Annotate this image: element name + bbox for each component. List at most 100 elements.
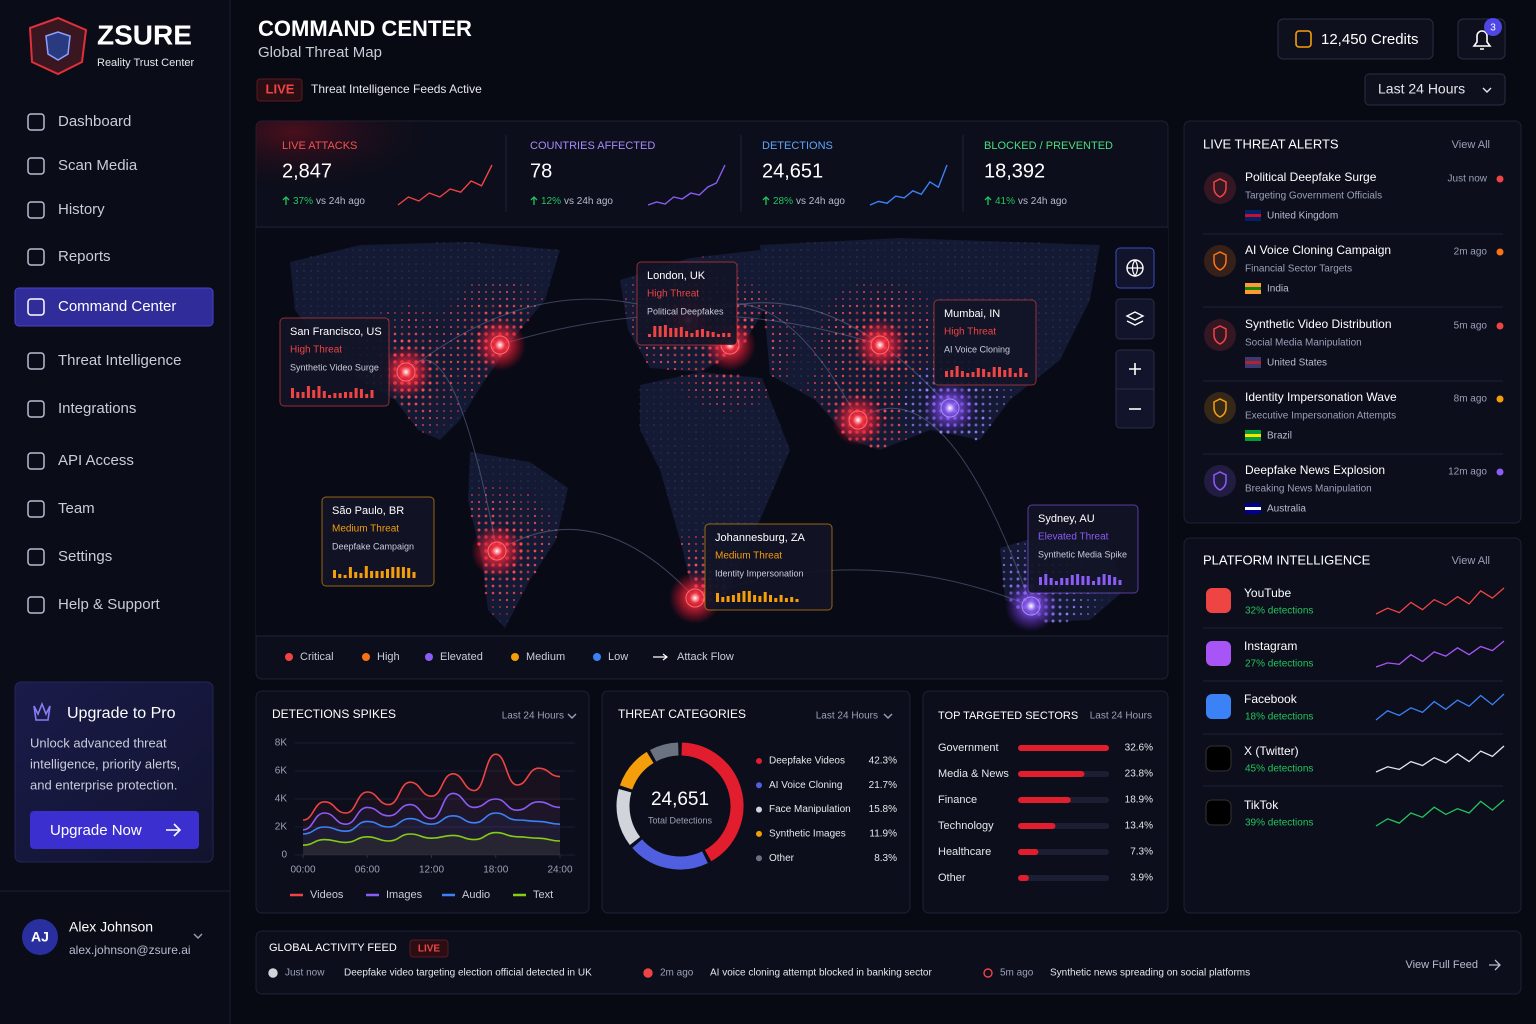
popup-desc: Synthetic Video Surge: [290, 362, 379, 372]
map-dot: [695, 459, 697, 461]
map-dot: [520, 487, 522, 489]
map-dot: [737, 515, 739, 517]
credits-label[interactable]: 12,450 Credits: [1321, 31, 1419, 48]
popup-desc: Identity Impersonation: [715, 568, 804, 578]
map-dot: [1072, 598, 1076, 602]
map-dot: [1073, 319, 1075, 321]
map-dot: [303, 291, 305, 293]
map-dot: [519, 528, 523, 532]
nav-item[interactable]: Threat Intelligence: [58, 352, 181, 369]
map-dot: [695, 487, 697, 489]
map-dot: [463, 304, 467, 308]
range-label[interactable]: Last 24 Hours: [816, 711, 878, 722]
map-dot: [750, 318, 754, 322]
upgrade-button-label[interactable]: Upgrade Now: [50, 822, 142, 839]
map-dot: [1045, 347, 1047, 349]
map-dot: [435, 325, 439, 329]
map-dot: [471, 473, 473, 475]
range-select[interactable]: [1364, 73, 1506, 106]
map-dot: [737, 263, 739, 265]
view-all[interactable]: View All: [1452, 139, 1490, 151]
map-dot: [807, 249, 809, 251]
shield-icon: [1213, 251, 1227, 271]
map-dot: [562, 487, 564, 489]
chevron: [1482, 87, 1492, 93]
alert-time: 5m ago: [1454, 321, 1488, 332]
map-dot: [905, 291, 907, 293]
map-dot: [499, 277, 501, 279]
map-dot: [499, 620, 501, 622]
category-label: Deepfake Videos: [769, 756, 845, 767]
map-dot: [716, 431, 718, 433]
map-dot: [505, 311, 509, 315]
map-dot: [414, 409, 418, 413]
map-dot: [743, 395, 747, 399]
map-dot: [450, 424, 452, 426]
map-dot: [800, 277, 802, 279]
map-dot: [814, 256, 816, 258]
map-dot: [456, 311, 460, 315]
nav-item[interactable]: Team: [58, 500, 95, 517]
map-dot: [793, 312, 795, 314]
map-dot: [751, 466, 753, 468]
view-full[interactable]: View Full Feed: [1405, 959, 1478, 971]
map-dot: [834, 374, 838, 378]
map-dot: [667, 431, 669, 433]
popup-bar: [343, 575, 347, 578]
alert-title: Synthetic Video Distribution: [1245, 317, 1392, 331]
map-dot: [709, 487, 711, 489]
map-dot: [484, 374, 488, 378]
view-all[interactable]: View All: [1452, 555, 1490, 567]
map-dot: [317, 305, 319, 307]
map-dot: [702, 501, 704, 503]
map-dot: [785, 339, 789, 343]
map-dot: [324, 270, 326, 272]
map-dot: [428, 423, 432, 427]
map-dot: [933, 277, 935, 279]
map-control[interactable]: [1115, 298, 1155, 340]
upgrade-button[interactable]: [30, 811, 199, 849]
range-label[interactable]: Last 24 Hours: [502, 711, 564, 722]
map-dot: [828, 270, 830, 272]
credits-button[interactable]: [1277, 18, 1434, 60]
map-dot: [415, 256, 417, 258]
map-dot: [562, 501, 564, 503]
nav-item[interactable]: Settings: [58, 548, 112, 565]
nav-item[interactable]: Reports: [58, 248, 111, 265]
nav-item[interactable]: History: [58, 201, 105, 218]
map-dot: [681, 410, 683, 412]
map-dot: [743, 290, 747, 294]
map-dot: [688, 466, 690, 468]
map-dot: [982, 284, 984, 286]
map-dot: [674, 438, 676, 440]
nav-item[interactable]: Integrations: [58, 400, 136, 417]
map-dot: [436, 305, 438, 307]
map-dot: [548, 487, 550, 489]
nav-item[interactable]: Scan Media: [58, 157, 138, 174]
range-label[interactable]: Last 24 Hours: [1378, 81, 1465, 97]
map-dot: [1003, 277, 1005, 279]
map-dot: [639, 417, 641, 419]
map-dot: [422, 431, 424, 433]
map-dot: [778, 318, 782, 322]
map-dot: [834, 325, 838, 329]
nav-item[interactable]: API Access: [58, 452, 134, 469]
popup-bar: [774, 598, 778, 602]
map-dot: [1045, 284, 1047, 286]
alert-title: Political Deepfake Surge: [1245, 170, 1377, 184]
popup-bar: [338, 574, 342, 578]
map-dot: [996, 298, 998, 300]
popup-bar: [1081, 576, 1085, 585]
map-dot: [1023, 563, 1027, 567]
map-dot: [646, 410, 648, 412]
map-dot: [772, 431, 774, 433]
popup-bar: [1060, 578, 1064, 585]
nav-item[interactable]: Help & Support: [58, 596, 161, 613]
nav-item[interactable]: Command Center: [58, 298, 176, 315]
sector-value: 13.4%: [1125, 821, 1153, 832]
nav-item[interactable]: Dashboard: [58, 113, 131, 130]
map-dot: [1003, 291, 1005, 293]
map-dot: [814, 319, 816, 321]
map-dot: [1052, 263, 1054, 265]
map-dot: [681, 536, 683, 538]
